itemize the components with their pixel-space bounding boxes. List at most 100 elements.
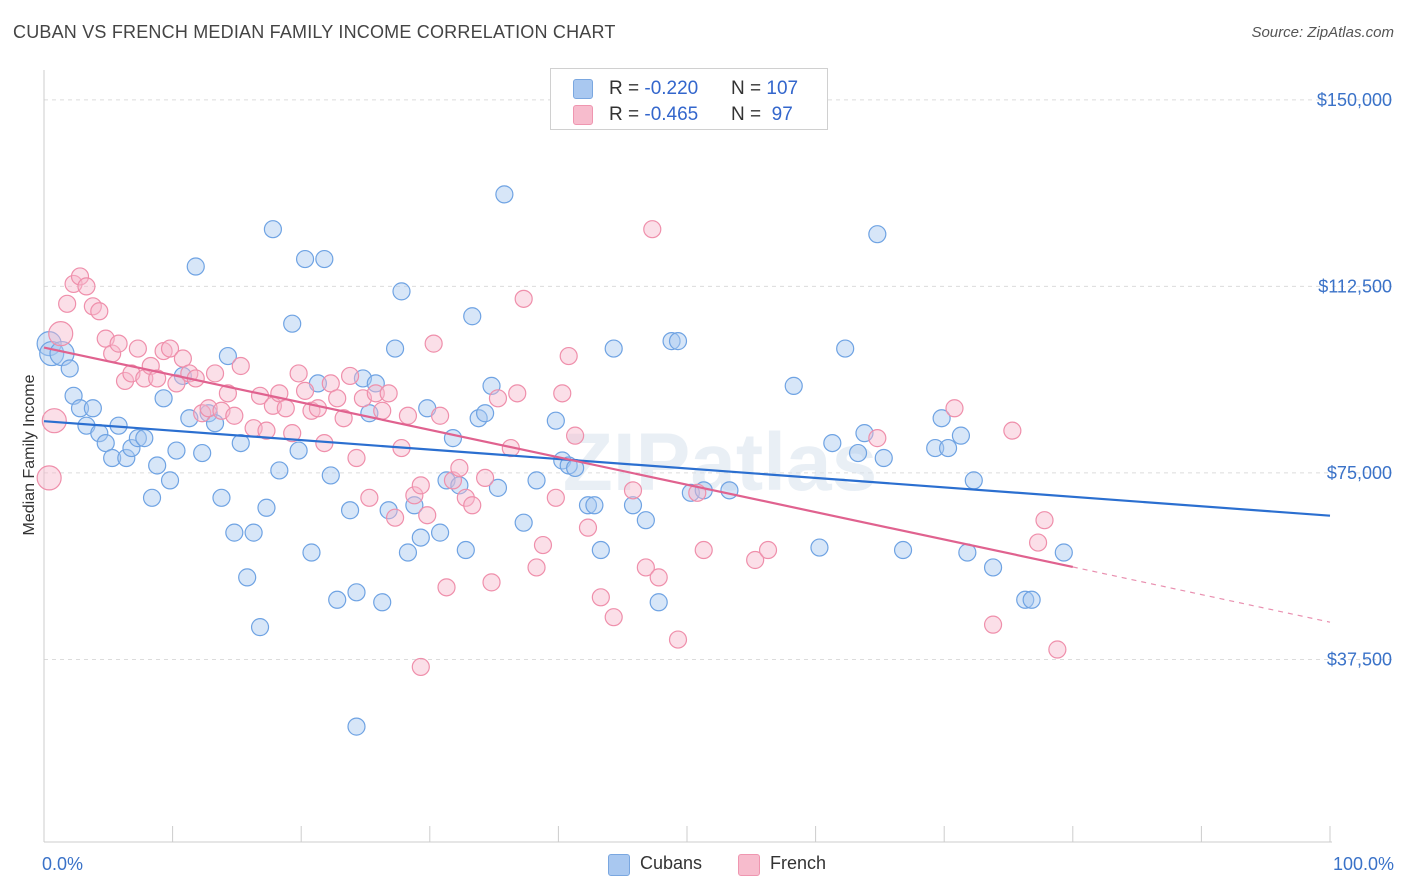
cubans-point <box>578 496 598 515</box>
cubans-point <box>250 618 270 637</box>
source-label: Source: ZipAtlas.com <box>1251 24 1394 41</box>
french-swatch <box>738 854 760 876</box>
cubans-point <box>868 225 887 244</box>
french-point <box>983 615 1003 634</box>
french-point <box>48 321 74 347</box>
french-point <box>347 448 366 468</box>
cubans-point <box>392 282 411 301</box>
cubans-point <box>475 404 495 423</box>
french-point <box>514 289 533 308</box>
french-point <box>604 608 623 627</box>
french-point <box>553 384 572 403</box>
cubans-point <box>836 339 855 358</box>
cubans-point <box>186 257 205 276</box>
french-point <box>295 381 315 400</box>
cubans-point <box>405 496 424 515</box>
cubans-point <box>964 471 983 490</box>
cubans-point <box>148 456 167 475</box>
cubans-point <box>926 438 945 458</box>
french-point <box>289 364 308 383</box>
cubans-point <box>585 496 604 515</box>
cubans-point <box>366 374 385 393</box>
cubans-point <box>270 461 289 480</box>
cubans-point <box>321 466 340 485</box>
french-point <box>70 267 90 286</box>
axes <box>43 70 1332 843</box>
french-point <box>450 458 469 478</box>
french-point <box>360 488 379 507</box>
french-point <box>578 518 598 537</box>
cubans-point <box>951 426 971 445</box>
cubans-point <box>347 583 366 602</box>
french-point <box>488 389 508 408</box>
cubans-point <box>720 481 739 500</box>
french-point <box>231 356 250 376</box>
cubans-point <box>315 249 334 269</box>
x-tick-label: 100.0% <box>1333 854 1394 874</box>
french-point <box>385 508 405 527</box>
cubans-point <box>347 717 366 736</box>
cubans-point <box>302 543 321 562</box>
cubans-point <box>488 478 508 497</box>
french-point <box>373 401 392 420</box>
cubans-point <box>784 376 803 395</box>
french-point <box>283 424 302 443</box>
legend-label-cubans: Cubans <box>640 853 703 873</box>
french-point <box>411 476 430 495</box>
cubans-point <box>193 443 212 463</box>
r-label: R = <box>609 104 645 125</box>
cubans-point <box>328 590 347 609</box>
french-point <box>36 465 62 491</box>
french-point <box>475 468 495 488</box>
french-point <box>508 384 527 403</box>
cubans-point <box>295 249 315 269</box>
french-point <box>668 630 688 649</box>
french-trend-line <box>43 346 1074 569</box>
cubans-point <box>983 558 1003 577</box>
french-point <box>746 550 765 570</box>
x-tick-label: 0.0% <box>42 854 83 874</box>
french-swatch <box>573 105 593 125</box>
french-point <box>636 558 655 577</box>
data-points <box>36 185 1073 736</box>
french-point <box>411 657 430 677</box>
y-tick-label: $150,000 <box>1317 90 1392 110</box>
cubans-point <box>212 488 231 507</box>
french-point <box>128 339 147 358</box>
y-tick-label: $112,500 <box>1318 276 1392 296</box>
cubans-point <box>411 528 430 547</box>
french-point <box>328 389 347 408</box>
french-point <box>643 220 662 239</box>
cubans-point <box>514 513 533 532</box>
cubans-point <box>122 438 141 458</box>
cubans-point <box>546 411 565 430</box>
cubans-point <box>103 448 122 468</box>
cubans-point <box>257 498 276 517</box>
french-point <box>559 346 578 366</box>
cubans-point <box>244 523 263 542</box>
french-point <box>945 399 964 418</box>
cubans-point <box>1016 590 1035 609</box>
r-value-french: -0.465 <box>644 104 699 125</box>
cubans-point <box>668 332 688 351</box>
cubans-point <box>218 346 237 366</box>
french-point <box>58 294 77 313</box>
cubans-point <box>527 471 546 490</box>
cubans-point <box>83 399 102 418</box>
french-point <box>340 366 360 386</box>
cubans-point <box>373 593 392 612</box>
french-point <box>566 426 585 445</box>
n-label: N = <box>731 78 767 99</box>
french-point <box>591 588 610 607</box>
cubans-point <box>893 540 913 560</box>
correlation-legend: R = -0.220 N = 107 R = -0.465 N = 97 <box>550 68 828 130</box>
french-point <box>148 369 167 388</box>
legend-label-french: French <box>770 853 827 873</box>
cubans-point <box>495 185 514 204</box>
cubans-swatch <box>608 854 630 876</box>
cubans-point <box>604 339 623 358</box>
cubans-point <box>142 488 162 507</box>
french-point <box>430 406 450 425</box>
cubans-point <box>167 441 186 460</box>
french-point <box>405 486 424 505</box>
